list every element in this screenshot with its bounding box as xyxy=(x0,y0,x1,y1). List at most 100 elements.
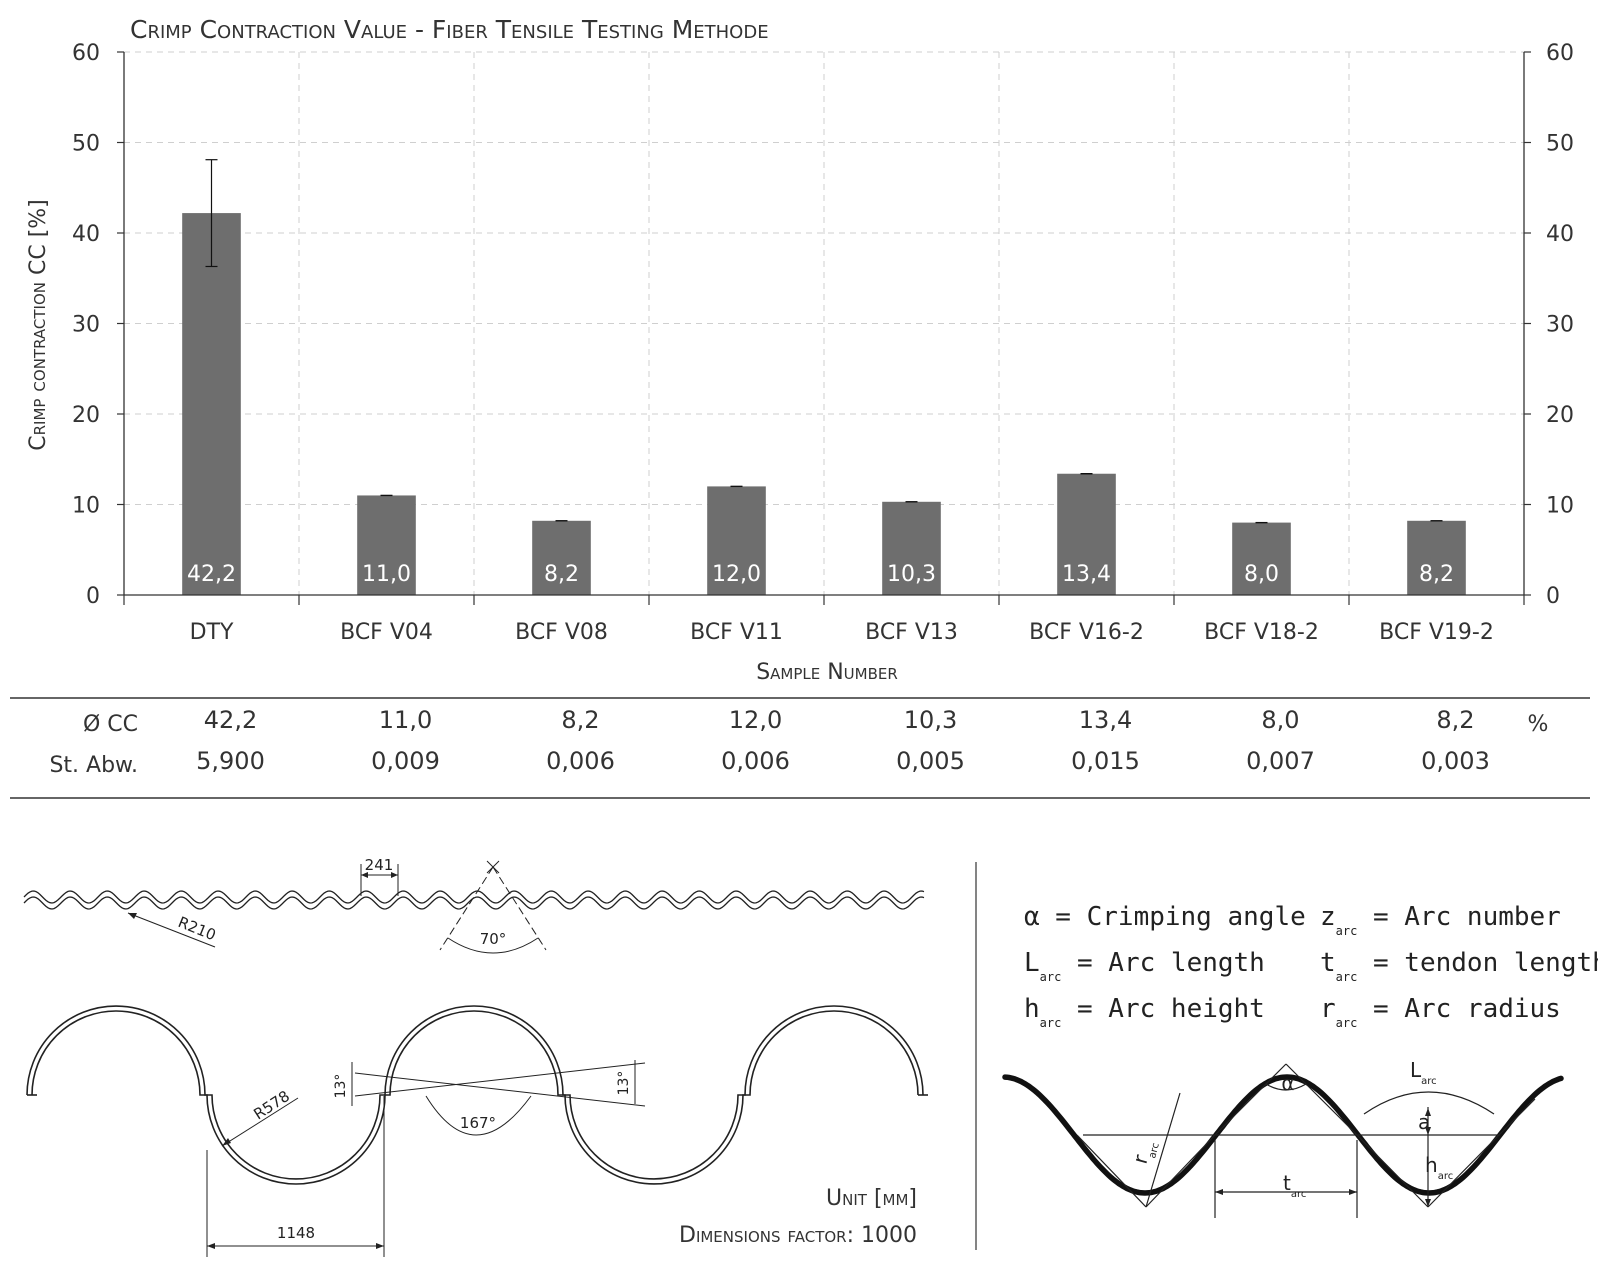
large-crimp-wave-outer xyxy=(26,1005,924,1180)
table-mean-cell: 8,2 xyxy=(1436,706,1474,734)
schematic-alpha: α xyxy=(1281,1071,1294,1095)
y-tick-label-left: 10 xyxy=(72,494,100,519)
y-tick-labels-left: 0 10 20 30 40 50 60 xyxy=(72,41,100,609)
table-mean-cell: 42,2 xyxy=(204,706,257,734)
bar-bcf-v18-2 xyxy=(1232,522,1291,595)
table-mean-cell: 13,4 xyxy=(1079,706,1132,734)
dimension-r578: R578 xyxy=(221,1087,299,1147)
schematic-arrow-a-up xyxy=(1425,1108,1431,1116)
angle-13-left-label: 13° xyxy=(333,1074,349,1099)
dimension-1148-label: 1148 xyxy=(277,1224,315,1242)
table-sd-cell: 0,005 xyxy=(896,747,965,775)
bar-data-label: 8,2 xyxy=(1419,562,1454,587)
schematic-h: harc xyxy=(1425,1153,1453,1182)
schematic-a: a xyxy=(1418,1110,1430,1134)
bar-bcf-v11 xyxy=(707,486,766,595)
y-tick-label-right: 30 xyxy=(1546,313,1574,338)
angle-13-right-label: 13° xyxy=(616,1071,632,1096)
angle-70: 70° xyxy=(439,860,547,954)
bars: 42,2 11,0 8,2 12,0 10,3 13,4 8,0 8,2 xyxy=(182,159,1466,595)
bar-data-label: 10,3 xyxy=(887,562,936,587)
bar-data-label: 12,0 xyxy=(712,562,761,587)
table-sd-cell: 0,003 xyxy=(1421,747,1490,775)
unit-label: Unit [mm] xyxy=(826,1186,917,1211)
y-tick-label-left: 40 xyxy=(72,222,100,247)
table-mean-cell: 10,3 xyxy=(904,706,957,734)
dimension-r578-label: R578 xyxy=(250,1087,293,1123)
y-tick-label-right: 50 xyxy=(1546,132,1574,157)
y-axis-title: Crimp contraction CC [%] xyxy=(26,199,51,451)
gridlines xyxy=(124,51,1524,595)
y-tick-label-left: 20 xyxy=(72,403,100,428)
x-tick-label: BCF V16-2 xyxy=(1029,620,1144,645)
x-tick-label: BCF V18-2 xyxy=(1204,620,1319,645)
legend-z: zarc = Arc number xyxy=(1320,902,1561,938)
bar-bcf-v16-2 xyxy=(1057,473,1116,595)
x-tick-label: BCF V04 xyxy=(340,620,433,645)
y-tick-labels-right: 0 10 20 30 40 50 60 xyxy=(1546,41,1574,609)
x-tick-label: BCF V08 xyxy=(515,620,608,645)
x-tick-label: BCF V19-2 xyxy=(1379,620,1494,645)
schematic-L: Larc xyxy=(1410,1058,1437,1087)
table-mean-cell: 8,0 xyxy=(1261,706,1299,734)
table-sd-cell: 0,006 xyxy=(546,747,615,775)
y-tick-label-right: 40 xyxy=(1546,222,1574,247)
bar-data-label: 42,2 xyxy=(187,562,236,587)
crimp-angle-construction: 13° 13° 167° xyxy=(333,1060,646,1136)
schematic-arrow-t-left xyxy=(1215,1189,1223,1195)
bar-bcf-v04 xyxy=(357,495,416,595)
schematic-arrow-h-down xyxy=(1425,1199,1431,1207)
x-tick-label: BCF V13 xyxy=(865,620,958,645)
bar-dty xyxy=(182,213,241,595)
schematic-r: rarc xyxy=(1128,1137,1162,1167)
y-tick-label-left: 60 xyxy=(72,41,100,66)
bar-data-label: 8,2 xyxy=(544,562,579,587)
table-sd-cell: 0,006 xyxy=(721,747,790,775)
table-mean-cell: 8,2 xyxy=(561,706,599,734)
angle-70-label: 70° xyxy=(480,930,507,948)
schematic-t: tarc xyxy=(1283,1171,1306,1200)
legend-L: Larc = Arc length xyxy=(1024,948,1265,984)
crimp-geometry-schematic: α Larc a harc rarc tarc xyxy=(1002,1058,1564,1218)
small-crimp-wave xyxy=(23,890,925,904)
y-tick-label-right: 10 xyxy=(1546,494,1574,519)
legend-h: harc = Arc height xyxy=(1024,994,1265,1030)
y-tick-label-right: 20 xyxy=(1546,403,1574,428)
data-table: Ø CC St. Abw. % 42,2 11,0 8,2 12,0 10,3 13,4 8… xyxy=(10,697,1590,799)
schematic-arrow-a-down xyxy=(1425,1127,1431,1135)
y-tick-label-right: 0 xyxy=(1546,584,1560,609)
table-unit: % xyxy=(1528,712,1549,737)
x-tick-labels: DTY BCF V04 BCF V08 BCF V11 BCF V13 BCF V16-2… xyxy=(190,620,1494,645)
crimp-technical-drawing: 241 R210 70° R578 xyxy=(23,856,928,1257)
table-sd-cell: 0,015 xyxy=(1071,747,1140,775)
chart-title: Crimp Contraction Value - Fiber Tensile … xyxy=(130,15,769,44)
bar-bcf-v08 xyxy=(532,520,591,595)
dimension-r210: R210 xyxy=(127,912,218,948)
table-mean-cell: 11,0 xyxy=(379,706,432,734)
small-crimp-wave-inner xyxy=(23,896,925,910)
bar-chart: Crimp Contraction Value - Fiber Tensile … xyxy=(26,15,1574,685)
dimensions-factor-label: Dimensions factor: 1000 xyxy=(679,1223,917,1248)
x-tick-label: BCF V11 xyxy=(690,620,783,645)
table-sd-cell: 0,007 xyxy=(1246,747,1315,775)
y-tick-label-right: 60 xyxy=(1546,41,1574,66)
axes xyxy=(117,51,1531,605)
schematic-construction-lines xyxy=(1076,1063,1536,1218)
bar-data-label: 8,0 xyxy=(1244,562,1279,587)
bar-bcf-v13 xyxy=(882,501,941,595)
table-mean-cell: 12,0 xyxy=(729,706,782,734)
dimension-241-label: 241 xyxy=(365,856,394,874)
legend-t: tarc = tendon length xyxy=(1320,948,1598,984)
table-sd-row-label: St. Abw. xyxy=(49,753,138,778)
table-sd-cell: 5,900 xyxy=(196,747,265,775)
table-sd-cell: 0,009 xyxy=(371,747,440,775)
legend-r: rarc = Arc radius xyxy=(1320,994,1561,1030)
large-crimp-wave-inner xyxy=(31,1010,919,1185)
schematic-arrow-t-right xyxy=(1349,1189,1357,1195)
table-mean-cells: 42,2 11,0 8,2 12,0 10,3 13,4 8,0 8,2 xyxy=(204,706,1475,734)
x-tick-label: DTY xyxy=(190,620,234,645)
bar-data-label: 13,4 xyxy=(1062,562,1111,587)
table-mean-row-label: Ø CC xyxy=(83,712,138,737)
